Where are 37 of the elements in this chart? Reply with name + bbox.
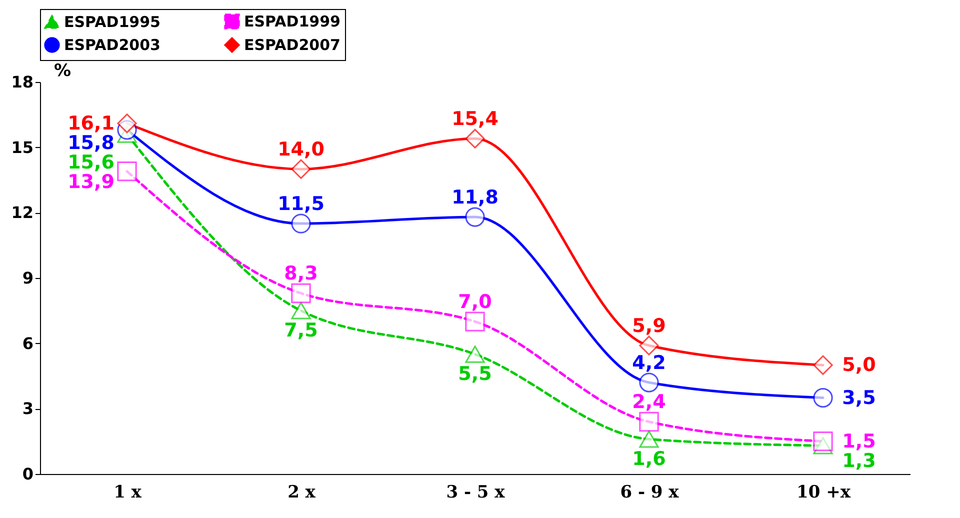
data-label: 2,4 [632, 391, 666, 414]
data-label: 7,0 [458, 290, 492, 313]
data-label: 15,8 [68, 132, 114, 154]
data-label: 4,2 [632, 352, 666, 374]
data-label: 11,5 [278, 192, 324, 215]
data-label: 5,0 [842, 354, 876, 376]
legend-label: ESPAD1999 [244, 12, 340, 30]
y-tick-label: 18 [11, 72, 34, 92]
legend-label: ESPAD1995 [64, 12, 160, 31]
data-label: 7,5 [284, 319, 318, 342]
data-label: 5,5 [458, 362, 492, 385]
data-label: 14,0 [278, 138, 324, 161]
data-label: 13,9 [68, 171, 114, 194]
y-axis-title: % [54, 61, 72, 81]
x-tick-label: 2 x [288, 482, 316, 502]
y-tick-label: 3 [22, 399, 34, 418]
x-tick-label: 1 x [114, 482, 142, 502]
data-label: 16,1 [68, 112, 114, 134]
y-tick-label: 9 [22, 268, 34, 288]
y-tick-label: 12 [11, 203, 34, 222]
data-label: 11,8 [452, 186, 498, 208]
data-label: 1,3 [842, 450, 876, 472]
legend-label: ESPAD2003 [64, 36, 160, 54]
x-tick-label: 10 +x [796, 482, 852, 502]
data-label: 1,6 [632, 448, 666, 470]
data-label: 15,6 [68, 152, 114, 174]
data-label: 8,3 [284, 262, 318, 285]
y-tick-label: 15 [11, 138, 34, 157]
data-label: 15,4 [452, 108, 498, 130]
y-tick-label: 0 [22, 464, 34, 484]
x-tick-label: 6 - 9 x [620, 482, 680, 502]
y-tick-label: 6 [22, 334, 34, 353]
legend-label: ESPAD2007 [244, 36, 340, 54]
data-label: 3,5 [842, 386, 876, 409]
data-label: 5,9 [632, 314, 666, 337]
data-label: 1,5 [842, 430, 876, 452]
x-tick-label: 3 - 5 x [446, 482, 506, 502]
